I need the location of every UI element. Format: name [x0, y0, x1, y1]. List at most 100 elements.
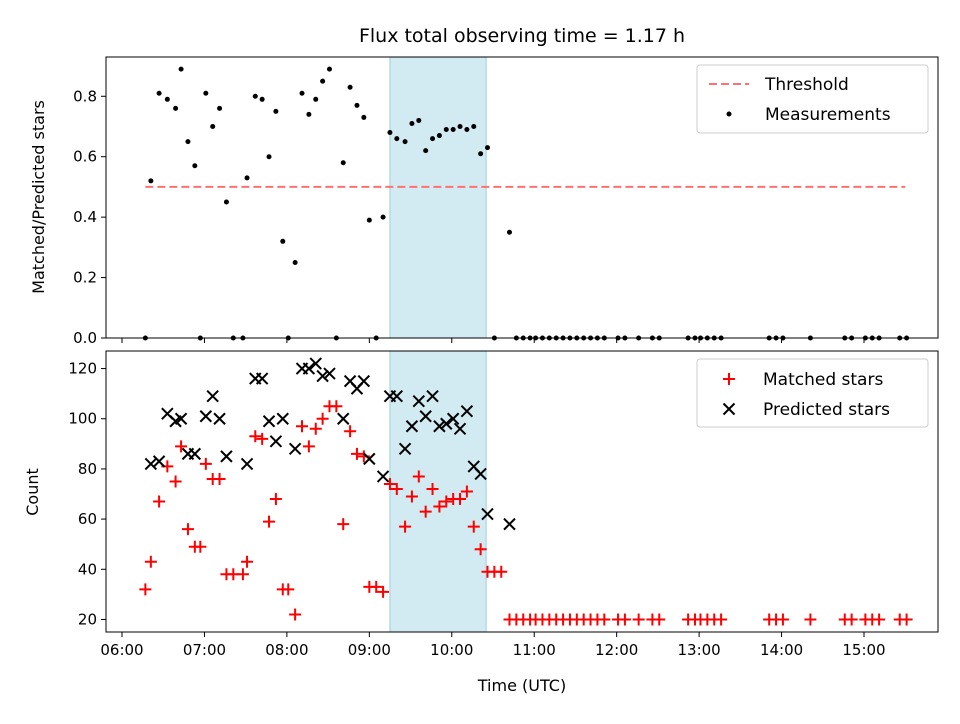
measurement-point — [423, 148, 429, 154]
matched-star-point — [153, 495, 166, 508]
bottom-y-axis-label: Count — [23, 468, 42, 516]
predicted-star-point — [255, 372, 269, 385]
measurement-point — [178, 66, 184, 72]
legend-measurements-label: Measurements — [765, 105, 891, 125]
top-y-tick-label: 0.6 — [73, 148, 97, 166]
matched-star-point — [440, 495, 453, 508]
matched-star-point — [256, 432, 269, 445]
matched-star-point — [296, 420, 309, 433]
top-legend-box — [696, 64, 929, 134]
measurement-point — [320, 78, 326, 84]
matched-star-point — [282, 583, 295, 596]
measurement-point — [244, 175, 250, 181]
predicted-star-point — [269, 435, 283, 448]
predicted-star-point — [174, 412, 188, 425]
measurement-point — [299, 90, 305, 96]
predicted-star-point — [390, 389, 404, 403]
predicted-star-point — [481, 507, 494, 521]
predicted-star-point — [220, 450, 233, 463]
measurement-point — [148, 178, 154, 184]
measurement-point — [354, 102, 360, 108]
matched-star-point — [236, 568, 249, 581]
bottom-y-tick-label: 80 — [78, 460, 97, 478]
matched-star-point — [467, 520, 480, 533]
predicted-star-point — [276, 412, 289, 425]
predicted-star-point — [152, 455, 166, 468]
matched-star-point — [632, 613, 645, 626]
measurement-point — [203, 90, 209, 96]
matched-star-point — [873, 613, 886, 626]
matched-star-point — [263, 515, 276, 528]
legend-predicted-swatch — [722, 402, 736, 416]
x-tick-label: 10:00 — [430, 641, 473, 659]
legend-matched-label: Matched stars — [763, 370, 883, 390]
top-y-tick-label: 0.4 — [73, 208, 97, 226]
predicted-star-point — [440, 417, 453, 430]
measurement-point — [313, 96, 319, 102]
measurement-point — [409, 120, 415, 126]
top-y-tick-label: 0.2 — [73, 269, 97, 287]
bottom-legend: Matched stars Predicted stars — [696, 358, 929, 428]
measurement-point — [185, 139, 191, 145]
matched-star-point — [194, 540, 207, 553]
top-y-tick-label: 0.8 — [73, 87, 97, 105]
matched-star-point — [344, 425, 357, 438]
measurement-point — [210, 123, 216, 129]
legend-matched-swatch — [723, 373, 735, 385]
matched-star-point — [199, 457, 212, 470]
matched-star-point — [383, 477, 396, 490]
bottom-y-tick-label: 60 — [78, 510, 97, 528]
measurement-point — [366, 217, 372, 223]
measurement-point — [416, 117, 422, 123]
predicted-star-point — [433, 420, 446, 433]
measurement-point — [471, 123, 477, 129]
top-plot-frame — [105, 56, 939, 339]
matched-star-point — [412, 470, 425, 483]
predicted-star-point — [240, 457, 254, 471]
predicted-star-point — [474, 467, 487, 481]
predicted-star-point — [503, 517, 516, 531]
predicted-star-point — [262, 415, 276, 428]
predicted-star-point — [426, 389, 439, 403]
measurement-point — [164, 96, 170, 102]
measurement-point — [457, 123, 463, 129]
matched-star-point — [715, 613, 728, 626]
measurement-point — [192, 163, 198, 169]
legend-threshold-label: Threshold — [764, 75, 849, 95]
measurement-point — [340, 160, 346, 166]
top-y-tick-label: 0.0 — [73, 329, 97, 347]
x-tick-label: 07:00 — [183, 641, 226, 659]
x-tick-label: 14:00 — [760, 641, 803, 659]
bottom-plot-frame — [105, 350, 939, 633]
matched-star-point — [426, 482, 439, 495]
legend-predicted-label: Predicted stars — [763, 400, 890, 420]
measurement-point — [485, 145, 491, 151]
matched-star-point — [181, 523, 194, 536]
measurement-point — [347, 84, 353, 90]
matched-star-point — [495, 565, 508, 578]
bottom-y-tick-label: 100 — [68, 410, 97, 428]
matched-star-point — [377, 585, 390, 598]
predicted-star-point — [316, 369, 329, 383]
matched-star-point — [175, 440, 188, 453]
predicted-star-point — [288, 442, 302, 456]
measurement-point — [252, 93, 258, 99]
matched-star-point — [370, 580, 383, 593]
x-axis-label: Time (UTC) — [477, 676, 566, 695]
matched-star-point — [390, 482, 403, 495]
predicted-star-point — [412, 394, 426, 408]
bottom-y-tick-label: 20 — [78, 610, 97, 628]
matched-star-point — [405, 490, 418, 503]
measurement-point — [450, 127, 456, 133]
matched-star-point — [330, 400, 343, 413]
measurement-point — [173, 105, 179, 111]
measurement-point — [430, 136, 436, 142]
matched-star-point — [139, 583, 152, 596]
measurement-point — [217, 105, 223, 111]
matched-star-point — [598, 613, 611, 626]
x-tick-label: 12:00 — [595, 641, 638, 659]
top-panel: 0.00.20.40.60.8 Matched/Predicted stars … — [29, 56, 939, 347]
bottom-y-tick-label: 40 — [78, 560, 97, 578]
measurement-point — [306, 111, 312, 117]
predicted-star-point — [199, 410, 213, 423]
